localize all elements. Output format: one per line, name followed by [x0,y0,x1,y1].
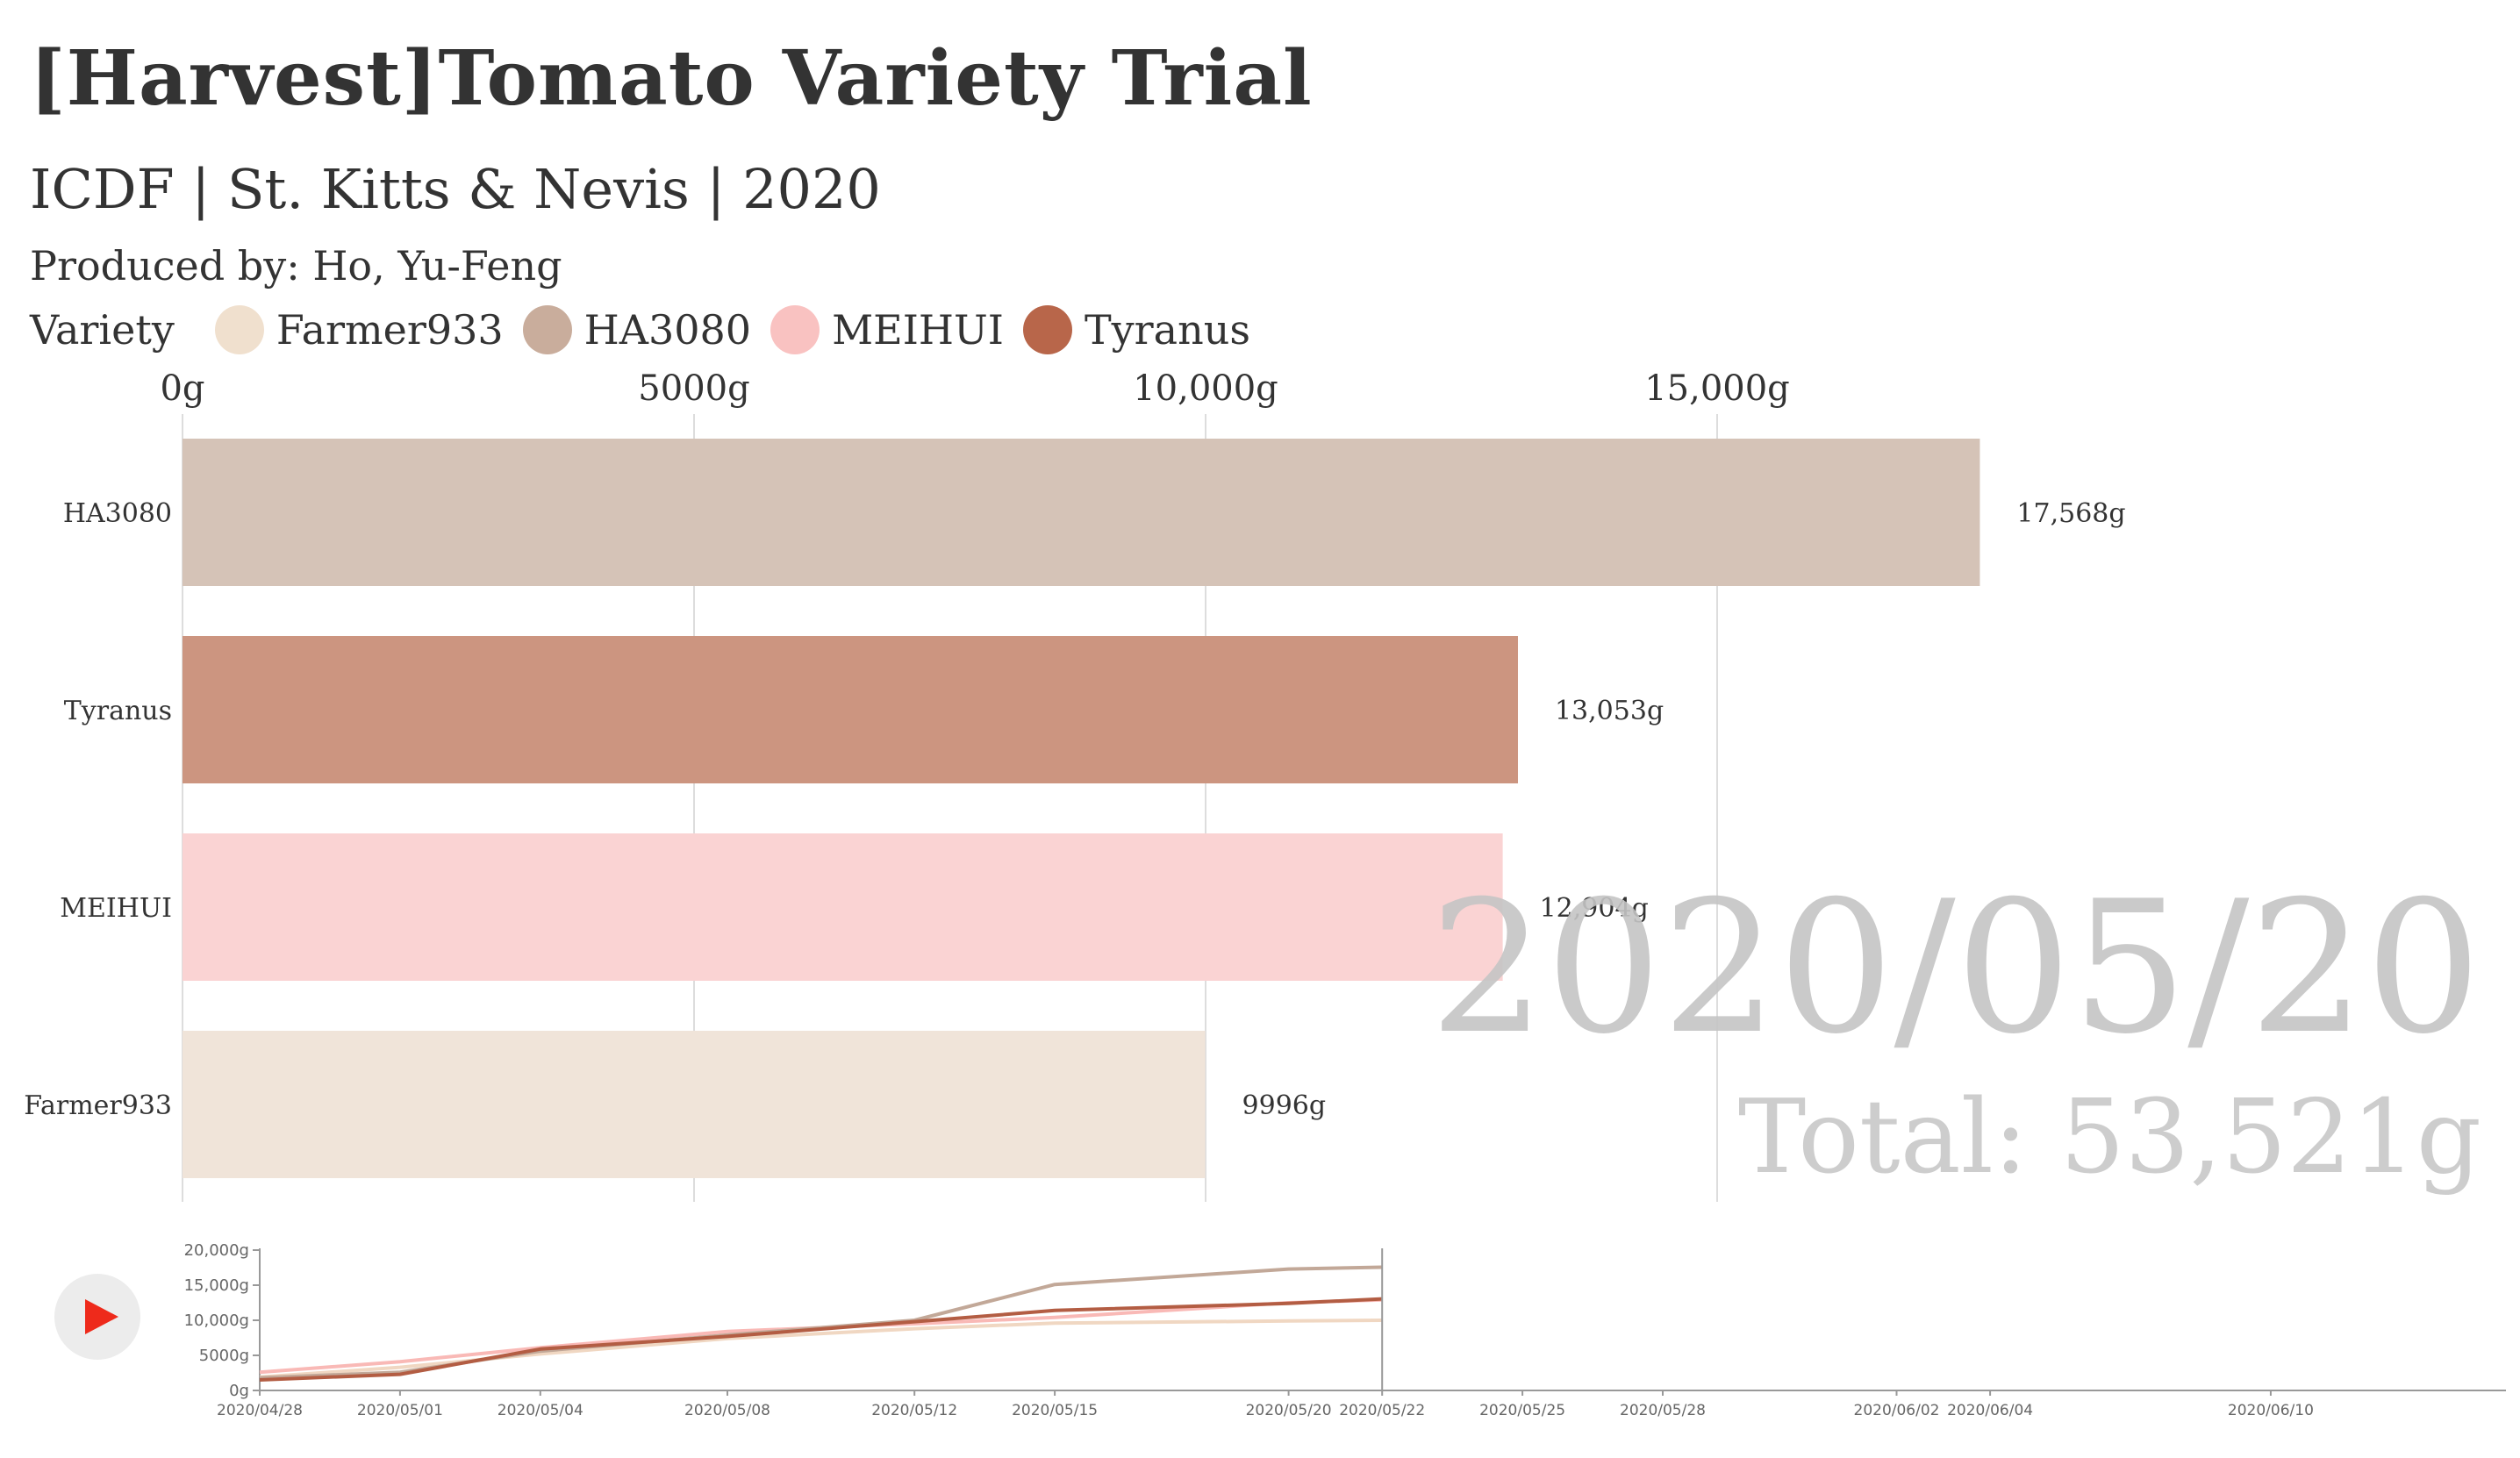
date-overlay: 2020/05/20 Total: 53,521g [1429,862,2481,1197]
series-line-farmer933 [259,1319,1383,1379]
y-tick-label: 0g [229,1382,249,1400]
x-tick-label: 2020/05/04 [498,1402,583,1419]
legend-item-label: HA3080 [583,306,752,354]
legend-swatch [214,305,264,354]
total-label: Total: 53,521g [1738,1078,2481,1197]
category-label: HA3080 [63,498,172,529]
x-tick-label: 2020/05/20 [1246,1402,1332,1419]
legend-swatch [770,305,820,354]
value-label: 12,904g [1540,893,1649,924]
bar-farmer933 [183,1031,1206,1178]
x-tick-label: 2020/05/28 [1620,1402,1706,1419]
x-tick-label: 0g [160,368,204,409]
x-tick-label: 5000g [638,368,749,409]
page-title: [Harvest]Tomato Variety Trial [30,34,1313,123]
bar-tyranus [183,636,1518,783]
x-tick-label: 2020/05/25 [1479,1402,1565,1419]
bar-chart: 0g 5000g 10,000g 15,000g HA3080 17,568g Tyranu… [24,368,2126,1202]
play-icon [85,1299,118,1334]
category-label: MEIHUI [60,893,172,924]
x-tick-label: 2020/05/12 [871,1402,957,1419]
x-tick-label: 2020/04/28 [217,1402,303,1419]
legend-item-meihui: MEIHUI [770,305,1004,354]
legend-item-ha3080: HA3080 [522,305,752,354]
legend-title: Variety [30,306,175,354]
legend-item-label: Tyranus [1084,306,1250,354]
play-button[interactable] [54,1274,140,1360]
x-tick-label: 10,000g [1133,368,1278,409]
legend-item-label: Farmer933 [276,306,504,354]
y-tick-label: 10,000g [184,1311,249,1330]
x-tick-label: 2020/06/04 [1947,1402,2033,1419]
x-tick-label: 2020/05/15 [1012,1402,1098,1419]
x-tick-label: 2020/05/01 [357,1402,443,1419]
y-tick-label: 20,000g [184,1241,249,1260]
bar-ha3080 [183,439,1980,586]
bar-meihui [183,833,1503,981]
x-tick-label: 2020/05/22 [1339,1402,1425,1419]
y-tick-label: 15,000g [184,1276,249,1295]
legend-swatch [1022,305,1072,354]
y-tick-label: 5000g [199,1347,249,1365]
legend: Variety Farmer933 HA3080 MEIHUI Tyranus [30,295,1270,365]
page-subtitle: ICDF | St. Kitts & Nevis | 2020 [30,157,881,221]
x-tick-label: 15,000g [1644,368,1790,409]
x-tick-label: 2020/05/08 [684,1402,770,1419]
category-label: Tyranus [64,696,172,726]
value-label: 17,568g [2016,498,2125,529]
x-tick-label: 2020/06/02 [1854,1402,1940,1419]
legend-item-farmer933: Farmer933 [214,305,504,354]
series-line-meihui [259,1297,1383,1375]
series-line-tyranus [259,1297,1383,1382]
value-label: 9996g [1242,1090,1327,1121]
legend-item-label: MEIHUI [832,306,1004,354]
producer-credit: Produced by: Ho, Yu-Feng [30,242,562,289]
legend-swatch [522,305,572,354]
legend-item-tyranus: Tyranus [1022,305,1250,354]
category-label: Farmer933 [24,1090,172,1121]
timeline-chart[interactable]: 0g 5000g 10,000g 15,000g 20,000g 2020/04/28 20… [184,1241,2506,1419]
x-tick-label: 2020/06/10 [2228,1402,2314,1419]
current-date-label: 2020/05/20 [1429,862,2481,1075]
value-label: 13,053g [1555,696,1664,726]
